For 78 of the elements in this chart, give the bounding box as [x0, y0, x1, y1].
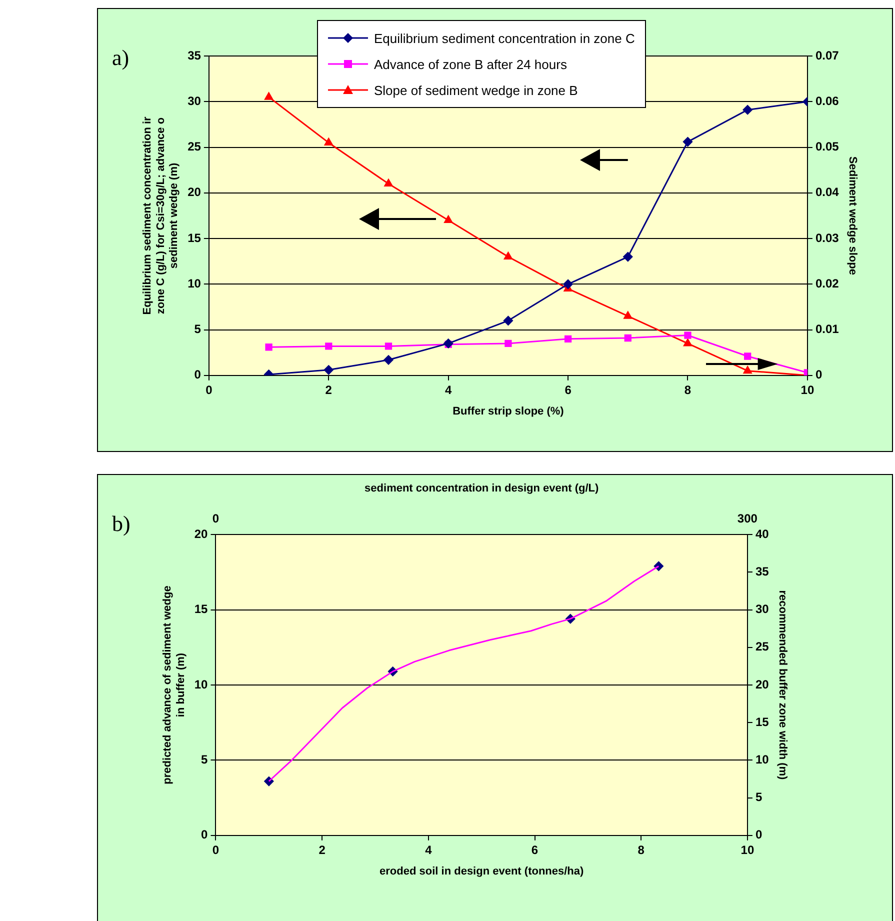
y2-axis-title: recommended buffer zone width (m)	[776, 590, 788, 780]
point	[265, 344, 272, 351]
point	[324, 138, 333, 146]
legend-label: Equilibrium sediment concentration in zone C	[374, 30, 635, 46]
y-tick-label: 15	[194, 602, 208, 616]
chart-title: a)	[112, 44, 130, 70]
y2-tick-label: 0	[755, 828, 762, 842]
y2-tick-label: 35	[755, 564, 770, 579]
x-tick-label: 2	[325, 382, 332, 397]
x-tick-label: 0	[212, 842, 220, 857]
y2-tick-label: 30	[755, 602, 770, 616]
y2-axis-title: Sediment wedge slope	[846, 156, 858, 275]
y2-tick-label: 25	[755, 640, 770, 654]
x-tick-label: 10	[800, 382, 814, 397]
y-tick-label: 10	[194, 677, 208, 692]
point	[682, 137, 692, 147]
point	[742, 105, 752, 115]
y2-tick-label: 10	[755, 752, 770, 767]
point	[264, 92, 274, 100]
legend-label: Slope of sediment wedge in zone B	[374, 82, 578, 98]
y2-tick-label: 0.02	[815, 276, 840, 290]
point	[623, 252, 633, 262]
point	[744, 352, 752, 360]
point	[324, 365, 334, 375]
chart-title: b)	[112, 510, 130, 536]
point	[684, 332, 692, 339]
point	[384, 342, 392, 350]
point	[504, 252, 512, 260]
y-tick-label: 5	[201, 752, 208, 767]
point	[504, 340, 512, 348]
point	[325, 342, 332, 350]
y2-tick-label: 0	[815, 368, 822, 382]
x-tick-label: 2	[318, 842, 326, 857]
x2-tick-label: 0	[212, 512, 220, 526]
point	[444, 216, 453, 224]
y2-tick-label: 40	[755, 526, 770, 541]
point	[624, 334, 632, 342]
y-tick-label: 20	[188, 185, 202, 200]
x-axis-title: eroded soil in design event (tonnes/ha)	[380, 865, 584, 878]
y-tick-label: 10	[188, 276, 202, 290]
x-tick-label: 4	[445, 382, 452, 397]
x-tick-label: 10	[740, 842, 754, 857]
point	[384, 179, 393, 187]
x-tick-label: 8	[638, 842, 645, 857]
legend-label: Advance of zone B after 24 hours	[374, 56, 567, 72]
point	[563, 279, 573, 289]
y-tick-label: 30	[188, 94, 202, 108]
y-tick-label: 0	[194, 368, 202, 382]
y2-tick-label: 0.07	[815, 48, 840, 62]
y-tick-label: 0	[201, 828, 208, 842]
x-axis-title: Buffer strip slope (%)	[452, 405, 564, 418]
y2-tick-label: 0.04	[815, 185, 840, 200]
point	[743, 366, 752, 374]
y2-tick-label: 0.01	[815, 322, 840, 336]
x-tick-label: 6	[531, 842, 538, 857]
y2-tick-label: 0.05	[815, 140, 840, 154]
y-axis-title: Equilibrium sediment concentration ir zone C (g/L) for Csi=30g/L; advance o sediment wedge (m)	[142, 116, 180, 315]
x-tick-label: 6	[564, 382, 572, 397]
x-tick-label: 8	[684, 382, 692, 397]
y-tick-label: 5	[194, 322, 202, 336]
point	[564, 335, 572, 342]
y2-tick-label: 15	[755, 714, 770, 729]
x2-axis-title: sediment concentration in design event (g/L)	[364, 482, 599, 495]
y-tick-label: 35	[188, 48, 202, 62]
y-axis-title: predicted advance of sediment wedge in buffer (m)	[162, 586, 187, 784]
y2-tick-label: 5	[755, 790, 762, 804]
x-tick-label: 4	[425, 842, 432, 857]
y2-tick-label: 0.06	[815, 94, 840, 108]
point	[624, 311, 632, 319]
y-tick-label: 25	[188, 140, 202, 154]
y2-tick-label: 0.03	[815, 230, 840, 245]
y2-tick-label: 20	[755, 677, 770, 692]
point	[503, 316, 513, 326]
point	[384, 355, 394, 365]
point	[684, 338, 692, 346]
x2-tick-label: 300	[737, 512, 758, 526]
y-tick-label: 20	[194, 526, 208, 541]
y-tick-label: 15	[188, 230, 202, 245]
